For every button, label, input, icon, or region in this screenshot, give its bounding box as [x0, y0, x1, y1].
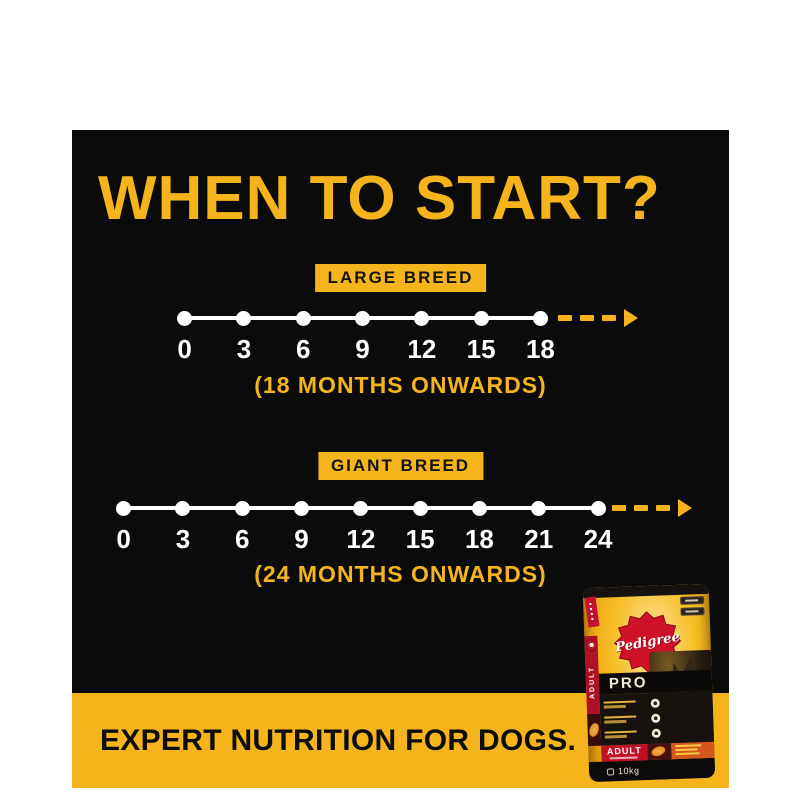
large-breed-tick-labels: 0 3 6 9 12 15 18 — [155, 334, 570, 364]
giant-breed-track — [94, 500, 628, 516]
arrow-dash — [602, 315, 616, 321]
tick-label: 15 — [466, 333, 496, 364]
range-label: PRO — [608, 674, 648, 693]
large-breed-track — [155, 310, 570, 326]
tick-label: 0 — [177, 333, 192, 364]
feature-icon — [651, 728, 661, 738]
timeline-dot — [590, 500, 606, 516]
arrow-right-icon — [612, 499, 692, 517]
timeline-dot — [531, 500, 547, 516]
adult-banner-label: ADULT — [601, 744, 648, 762]
tick-label: 24 — [583, 523, 613, 554]
weight-icon — [606, 767, 615, 776]
page-title: WHEN TO START? — [98, 164, 661, 233]
promo-text-panel — [671, 741, 715, 760]
giant-breed-tick-labels: 0 3 6 9 12 15 18 21 24 — [94, 524, 628, 554]
arrow-dash — [612, 505, 626, 511]
tick-label: 15 — [405, 523, 435, 554]
timeline-dot — [294, 500, 310, 516]
timeline-dot — [532, 310, 548, 326]
timeline-dot — [234, 500, 250, 516]
giant-breed-label: GIANT BREED — [317, 452, 484, 480]
timeline-dot — [471, 500, 487, 516]
feature-icon — [650, 698, 660, 708]
tick-label: 12 — [407, 333, 437, 364]
arrow-tip — [678, 499, 692, 517]
timeline-dot — [177, 310, 193, 326]
tick-label: 3 — [236, 333, 252, 364]
product-pack-image: Pedigree Pedigree PRO — [582, 583, 716, 783]
feature-icon — [651, 713, 661, 723]
timeline-dot — [412, 500, 428, 516]
arrow-right-icon — [558, 309, 638, 327]
footer-tagline: EXPERT NUTRITION FOR DOGS. — [100, 723, 577, 757]
timeline-dot — [355, 310, 371, 326]
feature-row — [603, 697, 660, 711]
timeline-dot — [353, 500, 369, 516]
timeline-large-breed: LARGE BREED 0 3 6 9 12 15 18 (18 MONTHS ONWARD… — [72, 130, 729, 788]
pack-weight: 10kg — [617, 765, 640, 777]
arrow-dash — [656, 505, 670, 511]
timeline-dot — [116, 500, 132, 516]
tick-label: 0 — [116, 523, 131, 554]
side-adult-label: ADULT — [588, 665, 597, 699]
infographic-panel: WHEN TO START? LARGE BREED 0 3 6 9 12 15 18 (1… — [72, 130, 729, 788]
giant-breed-caption: (24 MONTHS ONWARDS) — [254, 561, 547, 587]
feature-text — [603, 699, 636, 709]
timeline-dot — [175, 500, 191, 516]
large-breed-label: LARGE BREED — [314, 264, 487, 292]
feature-row — [604, 727, 661, 741]
timeline-dot — [473, 310, 489, 326]
tick-label: 18 — [464, 523, 494, 554]
tick-label: 6 — [296, 333, 311, 364]
badge — [680, 607, 705, 616]
arrow-tip — [624, 309, 638, 327]
tick-label: 18 — [525, 333, 555, 364]
corner-tag — [584, 596, 600, 628]
large-breed-caption: (18 MONTHS ONWARDS) — [254, 372, 547, 398]
tick-label: 9 — [355, 333, 370, 364]
timeline-dot — [295, 310, 311, 326]
timeline-dot — [236, 310, 252, 326]
tick-label: 6 — [235, 523, 250, 554]
arrow-dash — [558, 315, 572, 321]
feature-text — [604, 714, 637, 724]
arrow-dash — [634, 505, 648, 511]
timeline-giant-breed: GIANT BREED 0 3 6 9 12 15 18 21 24 (24 MONTHS ON… — [72, 130, 729, 788]
feature-list — [603, 697, 662, 744]
timeline-dot — [414, 310, 430, 326]
side-adult-strip: ADULT — [584, 635, 601, 715]
top-badges — [680, 596, 705, 616]
tick-label: 12 — [346, 523, 376, 554]
arrow-dash — [580, 315, 594, 321]
feature-row — [604, 712, 661, 726]
tick-label: 3 — [175, 523, 191, 554]
tick-label: 9 — [294, 523, 309, 554]
kibble-image — [647, 743, 672, 761]
tick-label: 21 — [524, 523, 554, 554]
kibble-thumbnail — [587, 713, 602, 747]
dog-food-bag: Pedigree Pedigree PRO — [582, 583, 716, 783]
feature-text — [604, 729, 637, 739]
badge — [680, 596, 705, 605]
